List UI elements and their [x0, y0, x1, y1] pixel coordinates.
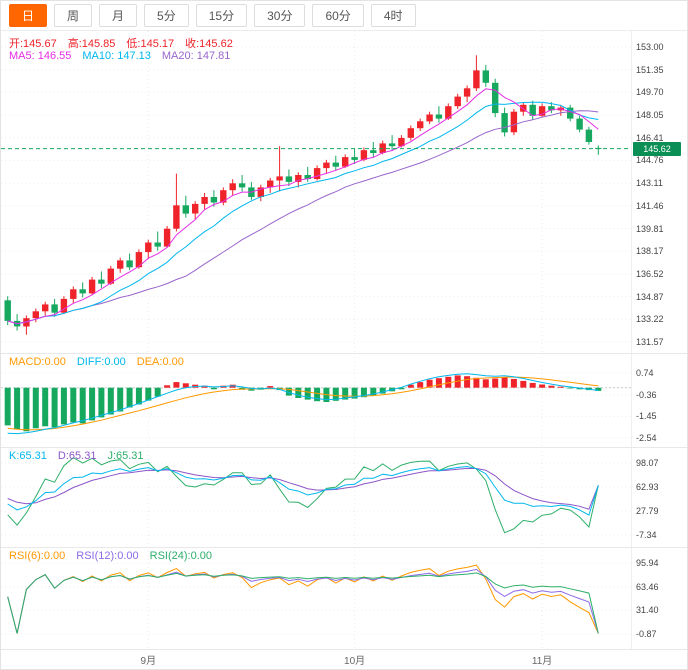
kdj-info-row: K:65.31 D:65.31 J:65.31 — [9, 450, 155, 462]
timeframe-tab-15分[interactable]: 15分 — [195, 4, 248, 27]
axis-tick-label: -1.45 — [636, 411, 657, 422]
axis-tick-label: 31.40 — [636, 605, 659, 616]
timeframe-tab-5分[interactable]: 5分 — [144, 4, 189, 27]
axis-tick-label: 0.74 — [636, 368, 654, 378]
axis-tick-label: 143.11 — [636, 178, 663, 189]
axis-tick-label: 144.76 — [636, 155, 664, 166]
panel-separator — [1, 447, 687, 448]
close-value: 收:145.62 — [185, 38, 233, 50]
timeframe-toolbar: 日周月 5分 15分 30分 60分 4时 — [1, 1, 687, 31]
axis-tick-label: 131.57 — [636, 337, 664, 347]
high-value: 高:145.85 — [67, 38, 116, 50]
rsi-chart[interactable] — [1, 547, 631, 649]
x-axis-month-label: 9月 — [140, 656, 157, 667]
timeframe-tab-60分[interactable]: 60分 — [312, 4, 364, 27]
ma5-value: MA5: 146.55 — [9, 50, 72, 62]
ma-info-row: MA5: 146.55 MA10: 147.13 MA20: 147.81 — [9, 50, 241, 62]
ma10-value: MA10: 147.13 — [82, 50, 151, 62]
candlestick-chart[interactable] — [1, 31, 631, 353]
d-value: D:65.31 — [57, 450, 97, 462]
axis-tick-label: 136.52 — [636, 268, 664, 279]
low-value: 低:145.17 — [126, 38, 175, 50]
current-price-tag: 145.62 — [633, 141, 681, 156]
x-axis-month-label: 10月 — [344, 656, 366, 667]
timeframe-tab-月[interactable]: 月 — [99, 4, 138, 27]
axis-tick-label: -0.87 — [636, 629, 657, 639]
ohlc-info-row: 开:145.67 高:145.85 低:145.17 收:145.62 — [9, 35, 244, 51]
macd-value: MACD:0.00 — [9, 356, 66, 368]
panel-separator — [1, 547, 687, 548]
k-value: K:65.31 — [9, 450, 47, 462]
axis-separator — [631, 31, 632, 649]
axis-tick-label: 27.79 — [636, 506, 659, 516]
timeframe-tab-日[interactable]: 日 — [9, 4, 48, 27]
rsi6-value: RSI(6):0.00 — [9, 550, 66, 562]
rsi-info-row: RSI(6):0.00 RSI(12):0.00 RSI(24):0.00 — [9, 550, 223, 562]
ma20-value: MA20: 147.81 — [161, 50, 231, 62]
axis-tick-label: -2.54 — [636, 433, 657, 443]
axis-tick-label: -0.36 — [636, 389, 657, 400]
macd-chart[interactable] — [1, 353, 631, 447]
open-value: 开:145.67 — [9, 38, 57, 50]
axis-tick-label: 141.46 — [636, 200, 664, 211]
axis-tick-label: 153.00 — [636, 42, 664, 52]
dea-value: DEA:0.00 — [136, 356, 184, 368]
axis-tick-label: 149.70 — [636, 87, 664, 98]
axis-tick-label: 98.07 — [636, 458, 659, 468]
rsi12-value: RSI(12):0.00 — [76, 550, 139, 562]
timeframe-tab-30分[interactable]: 30分 — [254, 4, 306, 27]
axis-tick-label: 62.93 — [636, 482, 659, 492]
diff-value: DIFF:0.00 — [76, 356, 126, 368]
axis-tick-label: 139.81 — [636, 223, 664, 234]
axis-tick-label: 148.05 — [636, 110, 664, 121]
axis-tick-label: 63.46 — [636, 581, 659, 592]
axis-tick-label: 95.94 — [636, 558, 659, 568]
axis-tick-label: 133.22 — [636, 314, 664, 325]
panel-separator — [1, 649, 687, 650]
axis-tick-label: 138.17 — [636, 246, 664, 257]
timeframe-tab-4时[interactable]: 4时 — [370, 4, 416, 27]
macd-info-row: MACD:0.00 DIFF:0.00 DEA:0.00 — [9, 356, 195, 368]
j-value: J:65.31 — [107, 450, 144, 462]
kdj-chart[interactable] — [1, 447, 631, 547]
rsi24-value: RSI(24):0.00 — [149, 550, 212, 562]
axis-tick-label: 146.41 — [636, 132, 664, 143]
axis-tick-label: 151.35 — [636, 64, 664, 75]
panel-separator — [1, 353, 687, 354]
axis-tick-label: 134.87 — [636, 291, 664, 302]
timeframe-tab-周[interactable]: 周 — [54, 4, 93, 27]
axis-tick-label: -7.34 — [636, 530, 657, 540]
x-axis-month-label: 11月 — [531, 656, 553, 667]
